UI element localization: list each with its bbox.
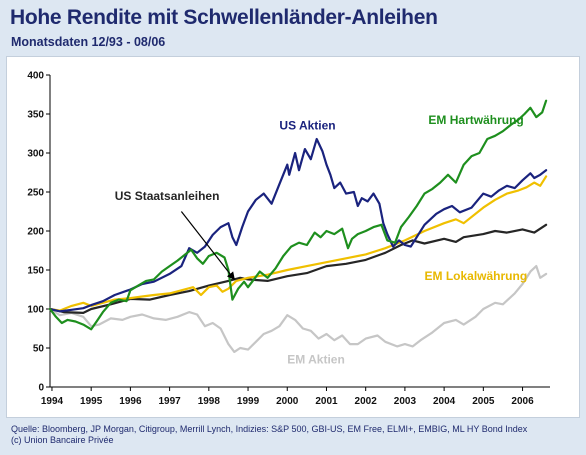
x-tick-label: 1994 bbox=[41, 396, 64, 407]
source-footer: Quelle: Bloomberg, JP Morgan, Citigroup,… bbox=[11, 424, 527, 446]
series-label: EM Lokalwährung bbox=[425, 269, 528, 283]
y-tick-label: 400 bbox=[27, 71, 44, 82]
y-tick-label: 0 bbox=[38, 383, 44, 394]
x-tick-label: 1996 bbox=[119, 396, 142, 407]
x-tick-label: 2005 bbox=[472, 396, 495, 407]
y-tick-label: 300 bbox=[27, 149, 44, 160]
x-tick-label: 1999 bbox=[237, 396, 260, 407]
source-note: Quelle: Bloomberg, JP Morgan, Citigroup,… bbox=[11, 424, 528, 434]
annotation-arrow bbox=[180, 211, 235, 281]
chart-title: Hohe Rendite mit Schwellenländer-Anleihe… bbox=[10, 6, 438, 29]
x-tick-label: 1998 bbox=[198, 396, 221, 407]
y-tick-label: 250 bbox=[27, 188, 44, 199]
x-tick-label: 1995 bbox=[80, 396, 103, 407]
series-line-us-staatsanleihen bbox=[48, 223, 548, 314]
series-line-em-hartw-hrung bbox=[48, 99, 548, 331]
x-tick-label: 2004 bbox=[433, 396, 456, 407]
x-tick-label: 2006 bbox=[511, 396, 534, 407]
chart-subtitle: Monatsdaten 12/93 - 08/06 bbox=[11, 35, 166, 49]
y-tick-label: 50 bbox=[33, 344, 45, 355]
series-line-em-aktien bbox=[48, 265, 548, 353]
y-tick-label: 200 bbox=[27, 227, 44, 238]
series-label: EM Hartwährung bbox=[428, 113, 523, 127]
x-tick-label: 2000 bbox=[276, 396, 299, 407]
chart-panel: 0 50 100 150 200 250 300 350 400 1994 1995 1996 1997… bbox=[6, 56, 580, 418]
x-tick-label: 1997 bbox=[158, 396, 181, 407]
line-chart: 0 50 100 150 200 250 300 350 400 1994 1995 1996 1997… bbox=[27, 71, 550, 407]
y-tick-label: 100 bbox=[27, 305, 44, 316]
series-label: US Staatsanleihen bbox=[115, 189, 220, 203]
x-tick-label: 2001 bbox=[315, 396, 338, 407]
copyright-note: (c) Union Bancaire Privée bbox=[11, 435, 114, 445]
series-label: US Aktien bbox=[279, 119, 335, 133]
x-tick-label: 2003 bbox=[394, 396, 417, 407]
series-line-em-lokalw-hrung bbox=[48, 175, 548, 312]
series-line-us-aktien bbox=[48, 137, 548, 313]
series-label: EM Aktien bbox=[287, 353, 345, 367]
y-tick-label: 350 bbox=[27, 110, 44, 121]
x-tick-label: 2002 bbox=[355, 396, 378, 407]
y-tick-label: 150 bbox=[27, 266, 44, 277]
